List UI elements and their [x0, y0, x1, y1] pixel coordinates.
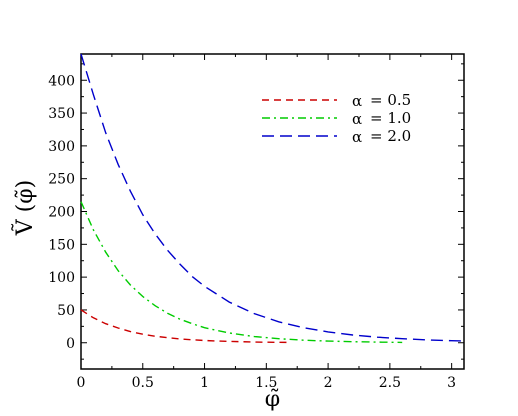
y-tick-label: 300	[48, 139, 75, 155]
x-tick-label: 0.5	[132, 375, 154, 391]
legend-value: = 0.5	[370, 91, 411, 109]
legend-value: = 1.0	[370, 109, 411, 127]
legend-value: = 2.0	[370, 127, 411, 145]
series-line-3	[80, 53, 465, 342]
axis-tick-labels: 0 0.5 1 1.5 2 2.5 3 0 50 100 150 200 250 300 350 400	[48, 73, 456, 391]
y-tick-label: 350	[48, 106, 75, 122]
y-axis-label: Ṽ (φ̃)	[10, 180, 38, 236]
y-tick-label: 200	[48, 205, 75, 221]
legend-symbol: α	[352, 110, 362, 128]
y-tick-label: 250	[48, 172, 75, 188]
series-line-2	[80, 201, 403, 344]
x-axis-label: φ̃	[265, 387, 280, 412]
x-tick-label: 2.5	[379, 375, 401, 391]
x-tick-label: 0	[77, 375, 86, 391]
legend-symbol: α	[352, 128, 362, 146]
x-tick-label: 3	[447, 375, 456, 391]
series-line-1	[80, 309, 292, 344]
legend: α = 0.5 α = 1.0 α = 2.0	[262, 91, 411, 146]
y-tick-label: 100	[48, 270, 75, 286]
x-tick-label: 2	[324, 375, 333, 391]
x-tick-label: 1	[200, 375, 209, 391]
x-tick-label: 1.5	[255, 375, 277, 391]
y-tick-label: 0	[66, 336, 75, 352]
y-tick-label: 150	[48, 237, 75, 253]
legend-symbol: α	[352, 92, 362, 110]
y-tick-label: 400	[48, 73, 75, 89]
y-tick-label: 50	[57, 303, 75, 319]
series-lines	[80, 53, 465, 344]
axis-ticks	[80, 54, 464, 369]
